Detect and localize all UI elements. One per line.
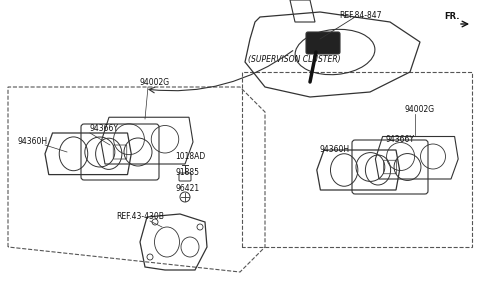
Text: 94360H: 94360H bbox=[320, 145, 350, 154]
FancyBboxPatch shape bbox=[306, 32, 340, 54]
Text: FR.: FR. bbox=[444, 12, 460, 21]
Text: REF.84-847: REF.84-847 bbox=[339, 11, 381, 20]
Text: REF.43-430B: REF.43-430B bbox=[116, 212, 164, 221]
Text: 94002G: 94002G bbox=[405, 105, 435, 114]
Text: (SUPERVISON CLUSTER): (SUPERVISON CLUSTER) bbox=[248, 55, 341, 64]
Text: 1018AD: 1018AD bbox=[175, 152, 205, 161]
Text: 94366Y: 94366Y bbox=[385, 135, 414, 144]
Text: 94366Y: 94366Y bbox=[90, 124, 119, 133]
Text: 94002G: 94002G bbox=[140, 78, 170, 87]
Text: 91885: 91885 bbox=[175, 168, 199, 177]
Text: 94360H: 94360H bbox=[18, 137, 48, 146]
Text: 96421: 96421 bbox=[175, 184, 199, 193]
